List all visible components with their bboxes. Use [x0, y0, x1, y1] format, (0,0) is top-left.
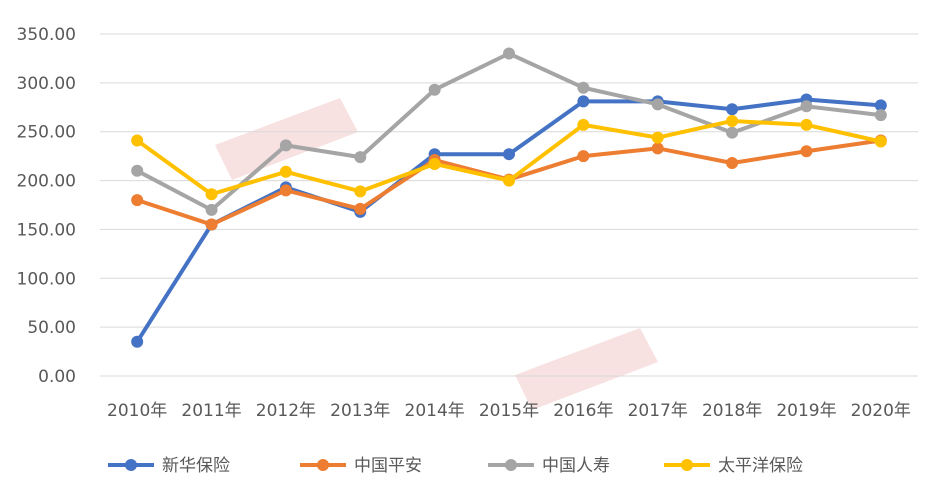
- data-point: [503, 47, 515, 60]
- legend-item: 太平洋保险: [664, 456, 803, 476]
- data-point: [205, 188, 218, 201]
- x-tick-label: 2011年: [181, 401, 241, 421]
- legend-label: 太平洋保险: [718, 456, 803, 476]
- data-point: [726, 103, 739, 116]
- data-point: [205, 203, 218, 216]
- data-point: [279, 139, 292, 152]
- x-tick-label: 2013年: [330, 401, 390, 421]
- watermark: [215, 98, 658, 410]
- data-point: [503, 174, 515, 187]
- watermark-stamp: [515, 328, 658, 410]
- y-tick-label: 0.00: [38, 367, 76, 387]
- data-point: [354, 202, 367, 215]
- data-point: [131, 134, 144, 147]
- data-point: [726, 126, 739, 139]
- data-point: [131, 194, 144, 207]
- x-tick-label: 2010年: [107, 401, 167, 421]
- data-point: [354, 151, 367, 164]
- x-tick-label: 2019年: [776, 401, 836, 421]
- data-point: [205, 218, 218, 231]
- x-tick-label: 2015年: [479, 401, 539, 421]
- legend-label: 新华保险: [162, 456, 230, 476]
- x-axis-ticks: 2010年 2011年 2012年 2013年 2014年 2015年 2016年 2017年…: [107, 401, 911, 421]
- data-point: [279, 184, 292, 197]
- watermark-stamp: [215, 98, 358, 180]
- data-point: [131, 164, 144, 177]
- data-point: [428, 157, 441, 170]
- data-point: [800, 145, 813, 158]
- legend: 新华保险 中国平安 中国人寿 太平洋保险: [108, 456, 803, 476]
- y-tick-label: 250.00: [17, 123, 76, 143]
- data-point: [726, 156, 739, 169]
- data-point: [131, 335, 144, 348]
- series-group: [131, 47, 887, 348]
- data-point: [577, 95, 590, 108]
- data-point: [279, 165, 292, 178]
- data-point: [354, 185, 367, 198]
- data-point: [651, 142, 664, 155]
- legend-marker: [681, 459, 693, 471]
- legend-marker: [505, 459, 517, 471]
- y-tick-label: 100.00: [17, 269, 76, 289]
- x-tick-label: 2017年: [628, 401, 688, 421]
- legend-item: 中国平安: [300, 456, 422, 476]
- y-tick-label: 150.00: [17, 220, 76, 240]
- data-point: [800, 118, 813, 131]
- series-太平洋保险: [131, 114, 887, 201]
- x-tick-label: 2018年: [702, 401, 762, 421]
- legend-item: 中国人寿: [488, 456, 610, 476]
- data-point: [577, 81, 590, 94]
- data-point: [428, 83, 441, 96]
- data-point: [577, 150, 590, 163]
- y-tick-label: 200.00: [17, 172, 76, 192]
- legend-label: 中国人寿: [542, 456, 610, 476]
- data-point: [874, 135, 887, 148]
- data-point: [874, 99, 887, 112]
- x-tick-label: 2014年: [405, 401, 465, 421]
- data-point: [726, 114, 739, 127]
- gridlines: [100, 33, 918, 377]
- x-tick-label: 2020年: [851, 401, 911, 421]
- data-point: [874, 109, 887, 122]
- x-tick-label: 2012年: [256, 401, 316, 421]
- y-tick-label: 300.00: [17, 74, 76, 94]
- data-point: [503, 148, 515, 161]
- data-point: [651, 98, 664, 111]
- data-point: [577, 118, 590, 131]
- legend-marker: [317, 459, 329, 471]
- legend-item: 新华保险: [108, 456, 230, 476]
- y-tick-label: 50.00: [27, 318, 76, 338]
- y-axis-ticks: 350.00 300.00 250.00 200.00 150.00 100.00 50.0…: [17, 25, 76, 387]
- legend-marker: [125, 459, 137, 471]
- y-tick-label: 350.00: [17, 25, 76, 45]
- data-point: [800, 100, 813, 113]
- legend-label: 中国平安: [354, 456, 422, 476]
- data-point: [651, 131, 664, 144]
- x-tick-label: 2016年: [553, 401, 613, 421]
